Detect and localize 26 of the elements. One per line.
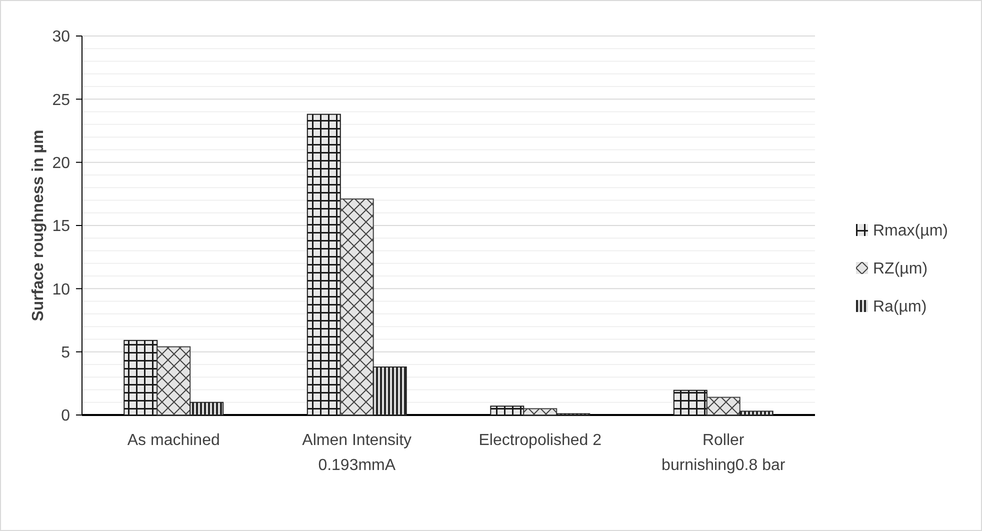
bar — [673, 390, 708, 416]
y-axis-title: Surface roughness in µm — [30, 130, 47, 322]
bar — [340, 198, 374, 416]
bar — [490, 406, 524, 416]
bar — [706, 396, 740, 416]
legend-label: Rmax(µm) — [873, 222, 948, 240]
x-tick-label: As machined — [127, 432, 220, 449]
y-tick-label: 15 — [52, 218, 70, 236]
x-tick-label: Roller burnishing0.8 bar — [662, 432, 786, 474]
bar — [523, 408, 558, 416]
y-tick-label: 30 — [52, 28, 70, 46]
bar — [190, 402, 224, 416]
y-tick-label: 10 — [52, 281, 70, 298]
y-tick-label: 0 — [61, 408, 70, 425]
bar — [156, 346, 191, 416]
x-tick-label: Electropolished 2 — [478, 432, 602, 449]
y-tick-label: 25 — [52, 92, 70, 109]
y-tick-label: 20 — [52, 154, 70, 172]
x-tick-label: Almen Intensity 0.193mmA — [302, 432, 412, 474]
y-tick-label: 5 — [61, 344, 70, 362]
legend-label: RZ(µm) — [873, 260, 928, 278]
bar — [739, 410, 774, 416]
legend-label: Ra(µm) — [873, 298, 927, 316]
bar — [372, 366, 407, 416]
bar — [306, 114, 341, 416]
bar — [124, 340, 158, 416]
